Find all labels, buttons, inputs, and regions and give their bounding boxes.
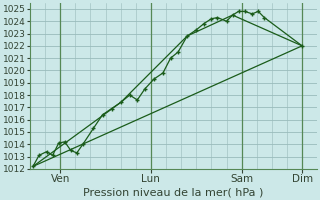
X-axis label: Pression niveau de la mer( hPa ): Pression niveau de la mer( hPa )	[84, 187, 264, 197]
